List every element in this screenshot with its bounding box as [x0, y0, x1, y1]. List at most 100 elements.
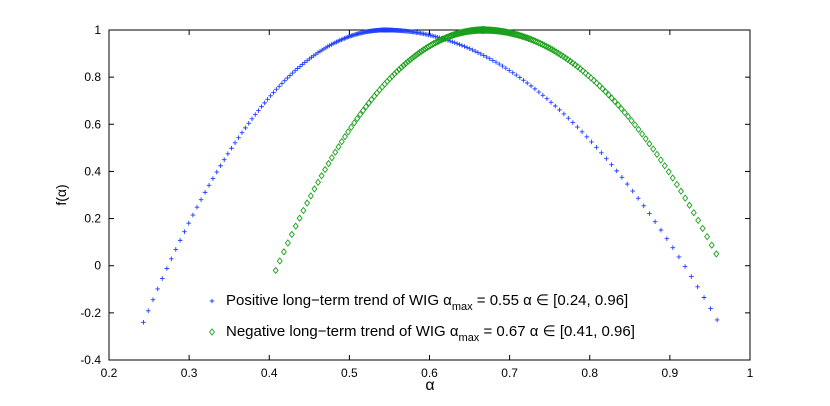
data-point [315, 178, 322, 186]
data-point [452, 40, 458, 45]
data-point [470, 47, 475, 53]
data-point [409, 54, 415, 63]
x-tick-label: 0.9 [662, 366, 679, 380]
data-point [279, 81, 285, 86]
legend: Positive long−term trend of WIG αmax = 0… [209, 292, 635, 344]
y-tick-label: 0.4 [84, 164, 101, 178]
data-point [522, 33, 529, 42]
data-point [362, 103, 369, 111]
data-point [402, 59, 409, 68]
data-point [272, 266, 279, 275]
data-point [548, 99, 554, 105]
data-point [530, 36, 537, 45]
data-point [285, 75, 290, 81]
data-point [318, 172, 325, 180]
data-point [557, 107, 562, 113]
y-tick-label: 1 [94, 23, 101, 37]
data-point [335, 143, 342, 151]
data-point [354, 114, 361, 123]
data-point [701, 295, 707, 300]
data-point [464, 45, 470, 50]
data-point [585, 71, 592, 80]
data-point [311, 185, 318, 193]
data-point [214, 169, 220, 175]
data-point [348, 123, 355, 131]
data-point [537, 39, 544, 48]
data-point [282, 78, 288, 83]
data-point [575, 124, 580, 130]
y-tick-label: 0 [94, 259, 101, 273]
data-point [239, 130, 245, 135]
data-point [351, 119, 358, 127]
data-point [438, 36, 445, 44]
data-point [218, 163, 223, 169]
data-point [650, 145, 657, 153]
data-point [243, 125, 248, 131]
data-point [302, 60, 308, 65]
data-point [288, 230, 295, 239]
data-point [614, 168, 619, 174]
data-point [236, 135, 241, 140]
data-point [664, 236, 670, 241]
data-point [604, 156, 609, 161]
data-point [561, 111, 567, 117]
data-point [695, 216, 702, 225]
data-point [628, 116, 635, 125]
data-point [447, 38, 453, 44]
data-point [186, 220, 191, 226]
data-point [624, 181, 630, 187]
data-point [552, 103, 558, 109]
data-point [276, 84, 282, 89]
data-point [630, 188, 635, 194]
data-point [459, 43, 465, 48]
data-point [708, 306, 713, 311]
data-point [435, 37, 442, 45]
data-point [268, 93, 273, 99]
data-point [496, 61, 502, 67]
data-point [450, 39, 455, 45]
data-point [141, 319, 146, 325]
data-point [690, 208, 697, 217]
x-tick-label: 0.8 [581, 366, 598, 380]
data-point [274, 87, 279, 92]
data-point [381, 80, 388, 88]
data-point [487, 56, 493, 61]
x-tick-label: 0.6 [421, 366, 438, 380]
data-point [665, 168, 672, 176]
legend-marker [209, 298, 215, 304]
data-point [527, 35, 534, 43]
data-point [190, 212, 196, 218]
y-tick-label: -0.4 [80, 353, 101, 367]
data-point [368, 95, 375, 104]
data-point [145, 308, 151, 314]
data-point [517, 75, 523, 80]
data-point [599, 150, 604, 156]
data-point [504, 28, 511, 37]
data-point [682, 194, 689, 202]
y-tick-label: 0.6 [84, 117, 101, 131]
data-point [574, 63, 581, 71]
data-point [436, 36, 443, 45]
data-point [673, 180, 680, 189]
data-point [280, 248, 287, 256]
data-point [579, 67, 586, 75]
data-point [332, 148, 339, 156]
data-point [411, 52, 417, 61]
data-point [414, 50, 421, 58]
data-point [524, 34, 531, 42]
data-point [300, 62, 305, 67]
x-tick-label: 0.2 [101, 366, 118, 380]
data-point [400, 61, 407, 70]
data-point [646, 140, 653, 148]
data-point [475, 50, 481, 55]
y-axis-label: f(α) [53, 184, 69, 205]
data-point [615, 101, 622, 109]
data-point [532, 37, 539, 45]
data-point [521, 77, 526, 83]
data-point [304, 199, 311, 207]
data-point [695, 284, 700, 290]
data-point [589, 139, 594, 145]
data-point [528, 83, 534, 89]
axis-ticks: 0.2 0.3 0.4 0.5 0.6 0.7 0.8 0.9 1 -0.4 -0.2 0 0.2 0.4… [80, 23, 753, 380]
